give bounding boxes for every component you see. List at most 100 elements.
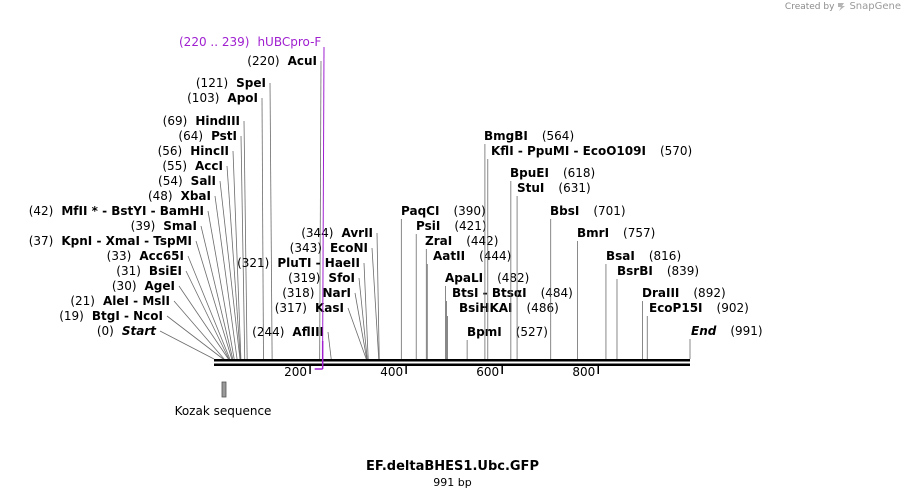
site-position: (343) bbox=[290, 241, 322, 255]
site-label: (30) AgeI bbox=[112, 279, 175, 293]
site-nari[interactable]: (318) NarI bbox=[282, 286, 368, 360]
primer-hubcpro-f[interactable]: (220 .. 239) hUBCpro-F bbox=[179, 35, 325, 370]
site-bpuei[interactable]: BpuEI (618) bbox=[510, 166, 595, 359]
site-name: AleI - MslI bbox=[103, 294, 170, 308]
site-hincii[interactable]: (56) HincII bbox=[158, 144, 242, 360]
site-name: PluTI - HaeII bbox=[277, 256, 360, 270]
site-alei-msli[interactable]: (21) AleI - MslI bbox=[70, 294, 225, 360]
site-btgi-ncoi[interactable]: (19) BtgI - NcoI bbox=[59, 309, 224, 360]
site-position: (19) bbox=[59, 309, 84, 323]
site-apoi[interactable]: (103) ApoI bbox=[187, 91, 264, 360]
site-label: EcoP15I (902) bbox=[649, 301, 749, 315]
site-label: BsaI (816) bbox=[606, 249, 681, 263]
site-bmri[interactable]: BmrI (757) bbox=[577, 226, 655, 359]
site-connector bbox=[363, 262, 369, 360]
site-position: (220) bbox=[247, 54, 279, 68]
site-position: (344) bbox=[301, 226, 333, 240]
site-label: (121) SpeI bbox=[196, 76, 266, 90]
primer-label: (220 .. 239) hUBCpro-F bbox=[179, 35, 321, 49]
site-bpmi[interactable]: BpmI (527) bbox=[466, 325, 548, 359]
feature-bar bbox=[221, 381, 227, 398]
site-xbai[interactable]: (48) XbaI bbox=[148, 189, 238, 360]
site-position: (757) bbox=[623, 226, 655, 240]
site-ecop15i[interactable]: EcoP15I (902) bbox=[646, 301, 749, 359]
site-position: (54) bbox=[158, 174, 183, 188]
site-label: AatII (444) bbox=[433, 249, 511, 263]
site-connector bbox=[200, 225, 234, 360]
site-acui[interactable]: (220) AcuI bbox=[247, 54, 322, 360]
site-label: (321) PluTI - HaeII bbox=[237, 256, 360, 270]
site-kfli-ppumi-ecoo109i[interactable]: KflI - PpuMI - EcoO109I (570) bbox=[487, 144, 692, 359]
site-name: AgeI bbox=[145, 279, 175, 293]
site-btsi-bts-i[interactable]: BtsI - BtsαI (484) bbox=[446, 286, 573, 359]
site-name: HindIII bbox=[195, 114, 240, 128]
site-connector bbox=[195, 240, 233, 360]
site-aatii[interactable]: AatII (444) bbox=[426, 249, 511, 359]
site-kpni-xmai-tspmi[interactable]: (37) KpnI - XmaI - TspMI bbox=[29, 234, 233, 360]
site-psii[interactable]: PsiI (421) bbox=[415, 219, 487, 359]
site-connector bbox=[232, 150, 242, 360]
site-position: (527) bbox=[516, 325, 548, 339]
site-smai[interactable]: (39) SmaI bbox=[131, 219, 234, 360]
site-hindiii[interactable]: (69) HindIII bbox=[163, 114, 248, 360]
site-label: (21) AleI - MslI bbox=[70, 294, 170, 308]
site-connector bbox=[354, 292, 368, 360]
site-name: BsiEI bbox=[149, 264, 182, 278]
site-label: KflI - PpuMI - EcoO109I (570) bbox=[491, 144, 692, 158]
site-bsrbi[interactable]: BsrBI (839) bbox=[616, 264, 699, 359]
site-name: EcoP15I bbox=[649, 301, 703, 315]
site-label: (244) AflIII bbox=[252, 325, 324, 339]
site-bsai[interactable]: BsaI (816) bbox=[605, 249, 681, 359]
site-label: StuI (631) bbox=[517, 181, 591, 195]
site-psti[interactable]: (64) PstI bbox=[178, 129, 246, 360]
site-connector bbox=[261, 97, 264, 360]
site-paqci[interactable]: PaqCI (390) bbox=[400, 204, 486, 359]
site-sali[interactable]: (54) SalI bbox=[158, 174, 241, 360]
site-position: (484) bbox=[541, 286, 573, 300]
site-stui[interactable]: StuI (631) bbox=[516, 181, 591, 359]
ruler-label-600: 600 bbox=[476, 365, 499, 379]
site-bmgbi[interactable]: BmgBI (564) bbox=[484, 129, 574, 359]
site-position: (55) bbox=[162, 159, 187, 173]
site-label: BsrBI (839) bbox=[617, 264, 699, 278]
site-acci[interactable]: (55) AccI bbox=[162, 159, 241, 360]
site-name: PaqCI bbox=[401, 204, 439, 218]
site-avrii[interactable]: (344) AvrII bbox=[301, 226, 380, 360]
site-connector bbox=[185, 270, 230, 360]
site-agei[interactable]: (30) AgeI bbox=[112, 279, 229, 360]
feature-kozak-sequence[interactable]: Kozak sequence bbox=[175, 381, 272, 418]
site-sfoi[interactable]: (319) SfoI bbox=[288, 271, 368, 360]
site-name: End bbox=[691, 324, 717, 338]
primer-range: (220 .. 239) bbox=[179, 35, 249, 49]
site-spei[interactable]: (121) SpeI bbox=[196, 76, 273, 360]
site-name: BpuEI bbox=[510, 166, 549, 180]
site-position: (39) bbox=[131, 219, 156, 233]
site-label: BpuEI (618) bbox=[510, 166, 595, 180]
primer-connector bbox=[322, 46, 325, 343]
site-position: (42) bbox=[29, 204, 54, 218]
site-name: KasI bbox=[315, 301, 344, 315]
site-connector bbox=[187, 255, 231, 360]
site-bbsi[interactable]: BbsI (701) bbox=[550, 204, 626, 359]
site-apali[interactable]: ApaLI (482) bbox=[445, 271, 529, 359]
site-name: AvrII bbox=[341, 226, 373, 240]
site-econi[interactable]: (343) EcoNI bbox=[290, 241, 380, 360]
site-position: (30) bbox=[112, 279, 137, 293]
site-connector bbox=[207, 210, 235, 360]
site-zrai[interactable]: ZraI (442) bbox=[425, 234, 498, 359]
site-start[interactable]: (0) Start bbox=[97, 324, 215, 360]
site-position: (444) bbox=[479, 249, 511, 263]
site-position: (318) bbox=[282, 286, 314, 300]
site-position: (21) bbox=[70, 294, 95, 308]
site-draiii[interactable]: DraIII (892) bbox=[642, 286, 726, 359]
site-name: Start bbox=[122, 324, 157, 338]
site-afliii[interactable]: (244) AflIII bbox=[252, 325, 332, 360]
site-end[interactable]: End (991) bbox=[689, 324, 763, 359]
site-acc65i[interactable]: (33) Acc65I bbox=[107, 249, 231, 360]
snapgene-credit: Created by SnapGene bbox=[785, 1, 901, 12]
site-mfii-bstyi-bamhi[interactable]: (42) MfII * - BstYI - BamHI bbox=[29, 204, 235, 360]
site-bsiei[interactable]: (31) BsiEI bbox=[116, 264, 230, 360]
site-pluti-haeii[interactable]: (321) PluTI - HaeII bbox=[237, 256, 369, 360]
site-name: MfII * - BstYI - BamHI bbox=[61, 204, 204, 218]
site-kasi[interactable]: (317) KasI bbox=[275, 301, 367, 360]
